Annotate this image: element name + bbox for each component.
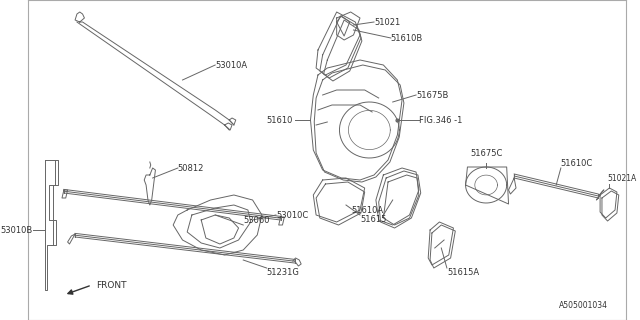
Text: 51610B: 51610B — [391, 34, 423, 43]
Text: 51610A: 51610A — [351, 206, 383, 215]
Text: 53010C: 53010C — [276, 211, 308, 220]
Text: 50812: 50812 — [178, 164, 204, 172]
Text: 51615: 51615 — [360, 215, 387, 224]
Text: 53060: 53060 — [243, 216, 269, 225]
Text: 51231G: 51231G — [267, 268, 300, 277]
Text: 53010A: 53010A — [215, 60, 247, 69]
Text: 51021: 51021 — [374, 18, 400, 27]
Text: FIG.346 -1: FIG.346 -1 — [419, 116, 462, 124]
Text: 51675B: 51675B — [416, 91, 449, 100]
Text: FRONT: FRONT — [95, 281, 126, 290]
Text: A505001034: A505001034 — [559, 301, 607, 310]
Text: 51021A: 51021A — [607, 174, 637, 183]
Text: 53010B: 53010B — [1, 226, 33, 235]
Text: 51610C: 51610C — [561, 159, 593, 168]
Text: 51675C: 51675C — [470, 149, 502, 158]
Text: 51610: 51610 — [266, 116, 292, 124]
Text: 51615A: 51615A — [447, 268, 479, 277]
